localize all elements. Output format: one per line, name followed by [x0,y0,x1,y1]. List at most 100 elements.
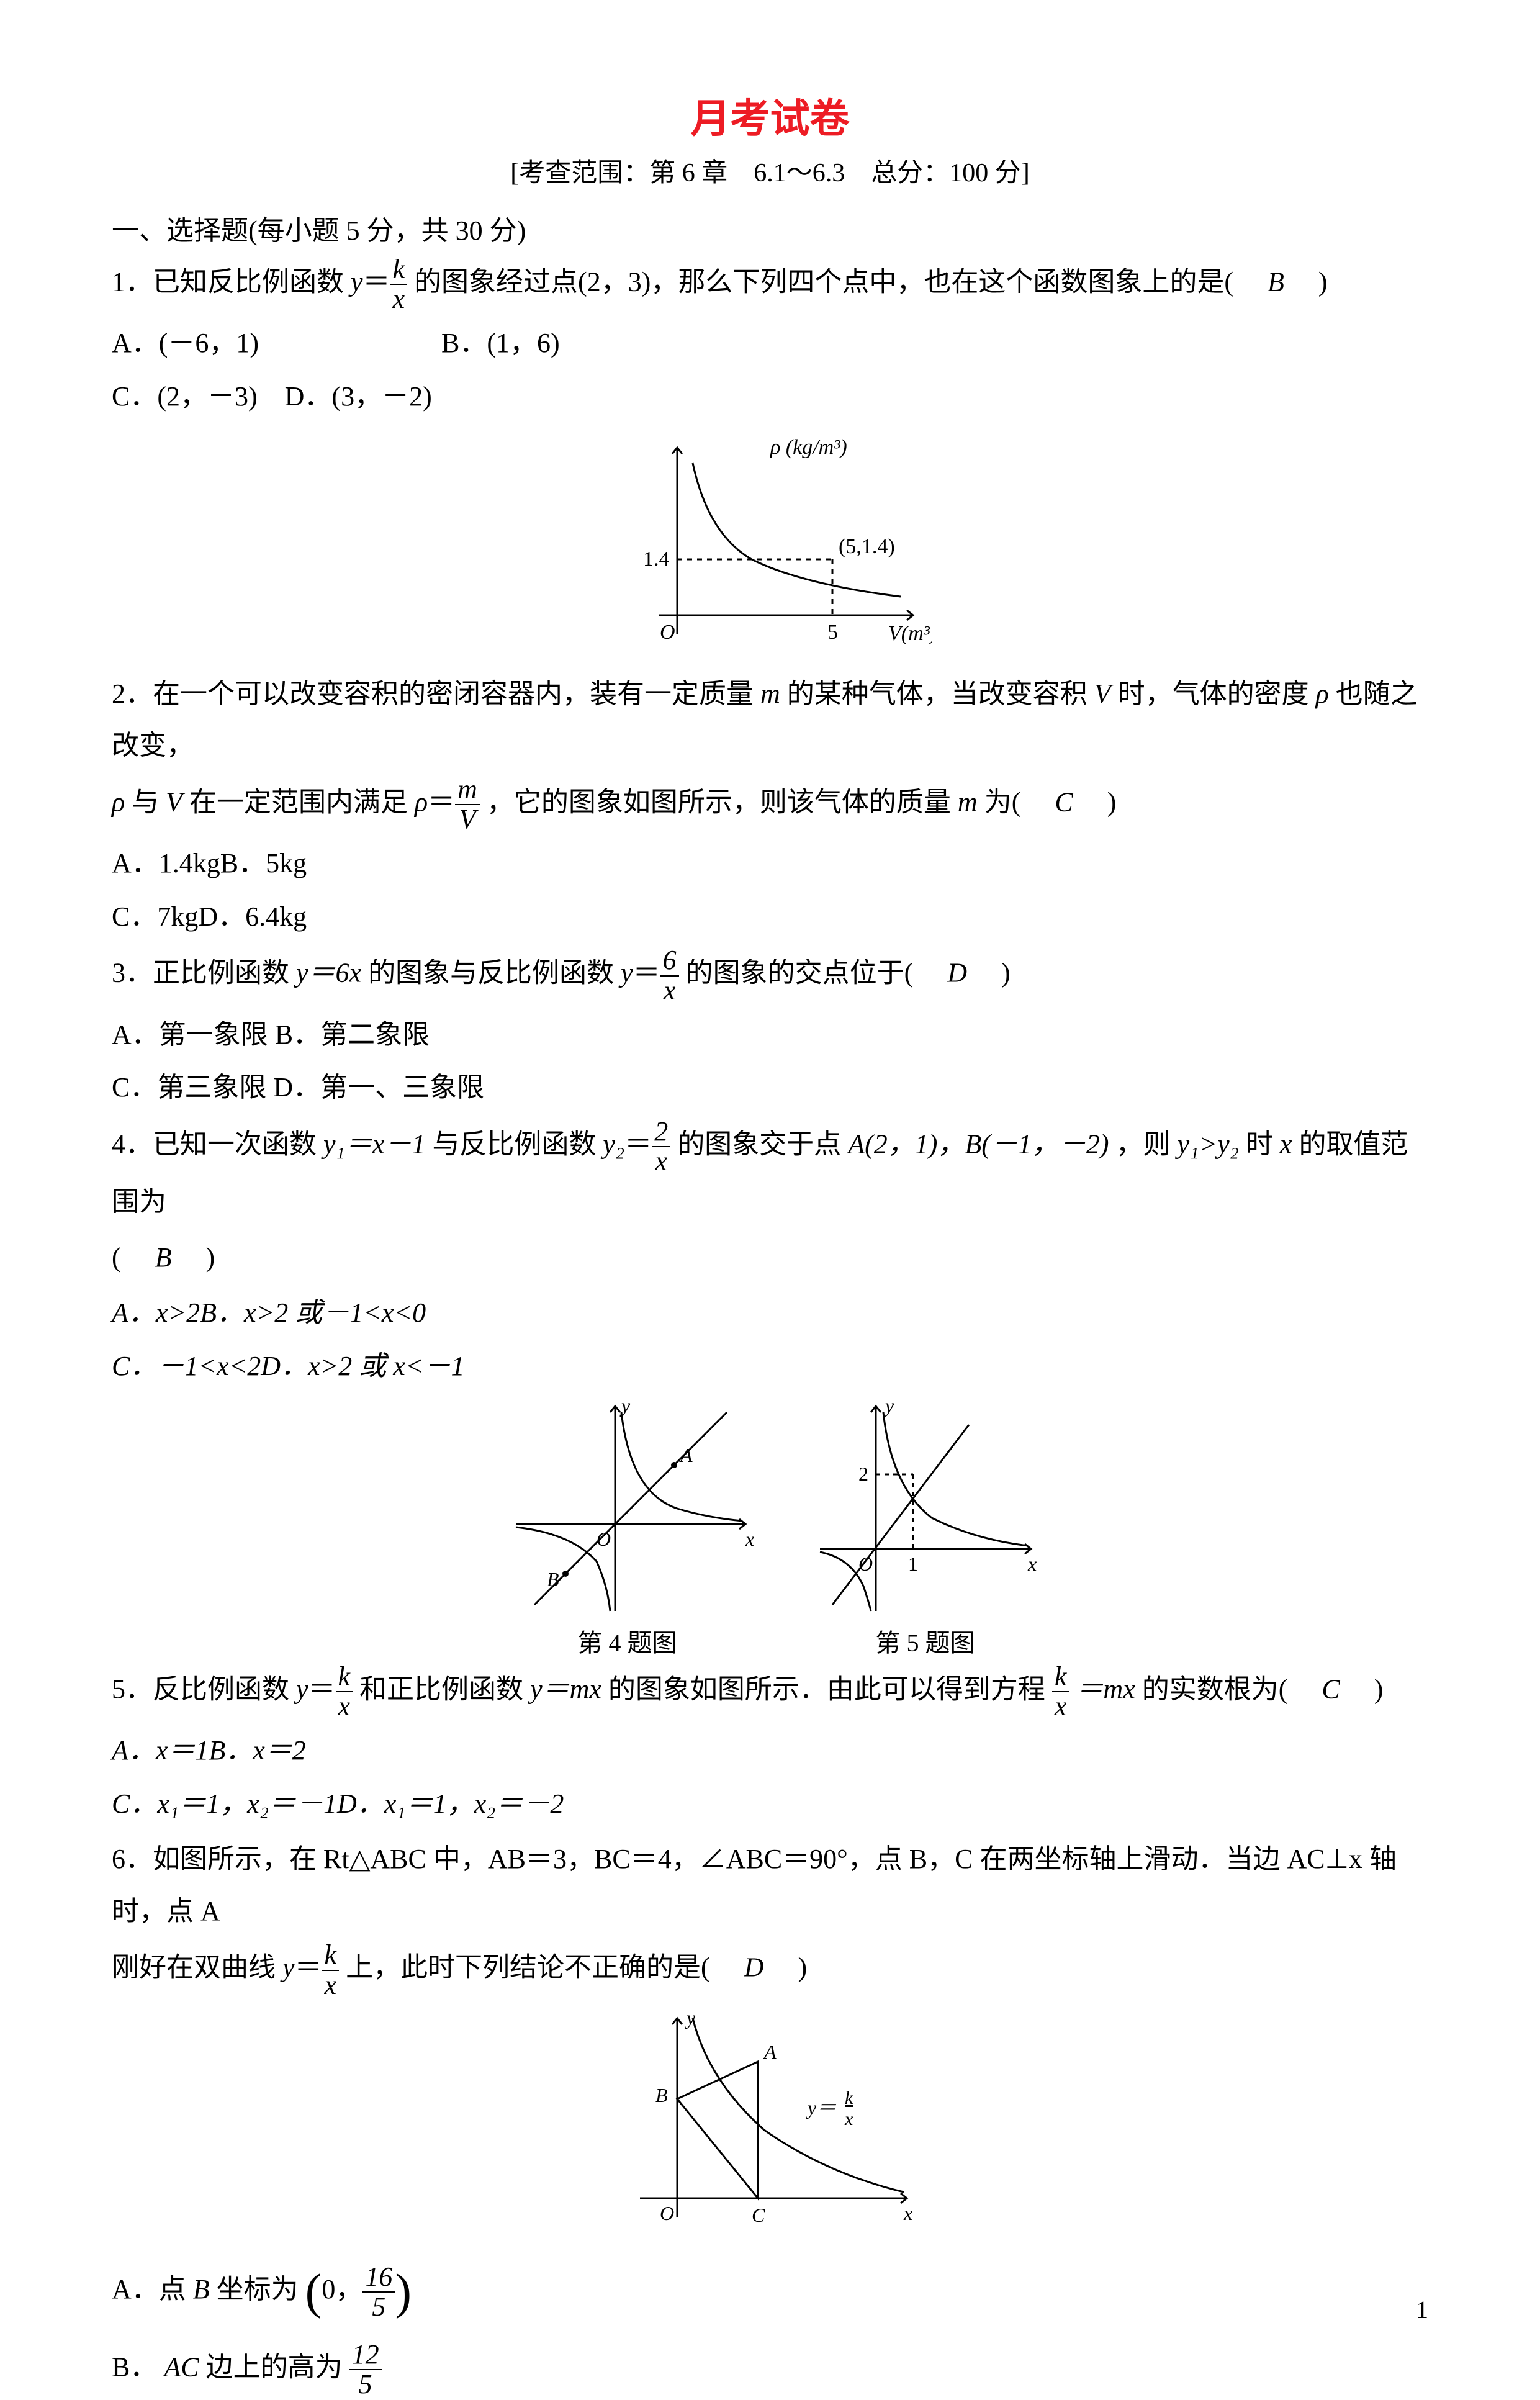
q2-l1c: 时，气体的密度 [1118,679,1316,709]
figure-q2-svg: ρ (kg/m³) V(m³) (5,1.4) 1.4 5 O [609,429,932,652]
q6-ob-a: B． [112,2352,157,2382]
q4-option-cd: C．－1<x<2D．x>2 或 x<－1 [112,1340,1428,1392]
q5-b: 和正比例函数 [359,1674,530,1704]
q6-option-a: A．点 B 坐标为 (0，165) [112,2245,1428,2339]
figure-4-wrap: A B O x y 第 4 题图 [497,1394,758,1659]
q4-y1: y₁＝x－1 [323,1129,425,1159]
q2-l2h: ) [1080,787,1117,817]
fig5-y: y [883,1394,894,1417]
fig1-point-label: (5,1.4) [839,535,895,558]
q6-oa-a: A．点 [112,2274,193,2304]
q2-l2e: ，它的图象如图所示，则该气体的质量 [487,787,958,817]
fig5-xtick: 1 [908,1553,918,1575]
fig5-O: O [858,1553,873,1575]
q6-ob-b: AC [164,2352,199,2382]
q6-line2: 刚好在双曲线 y＝kx 上，此时下列结论不正确的是( D ) [112,1941,1428,1999]
fig6-B: B [655,2084,668,2106]
q4-cond: y₁>y₂ [1178,1129,1239,1159]
q6-ob-n: 12 [349,2340,382,2370]
q6-oa-frac: 165 [362,2263,395,2321]
page-number: 1 [1416,2295,1428,2324]
q6-l2b: 上，此时下列结论不正确的是( [346,1952,737,1983]
fig4-A: A [679,1444,693,1466]
q6-oa-d: 5 [362,2293,395,2321]
q4-l2b: ) [179,1242,215,1273]
q6-option-b: B． AC 边上的高为 125 [112,2340,1428,2399]
q5-frac1: kx [336,1662,353,1721]
q1-text-b: 的图象经过点(2，3)，那么下列四个点中，也在这个函数图象上的是( [414,266,1261,297]
fig6-x: x [903,2202,912,2224]
q3-option-cd: C．第三象限 D．第一、三象限 [112,1062,1428,1114]
fig5-x: x [1027,1553,1037,1575]
fig6-A: A [763,2041,777,2063]
q2-line1: 2．在一个可以改变容积的密闭容器内，装有一定质量 m 的某种气体，当改变容积 V… [112,668,1428,772]
q2-frac-num: m [455,775,480,805]
q3-a: 3．正比例函数 [112,958,296,988]
q5-eq2: y＝mx [530,1674,601,1704]
q5-f1d: x [336,1692,353,1721]
fig4-y: y [619,1394,631,1417]
q5-f3d: x [1052,1692,1069,1721]
q6-l2c: ) [771,1952,808,1983]
page-subtitle: [考查范围：第 6 章 6.1～6.3 总分：100 分] [112,151,1428,189]
figure-4-svg: A B O x y [497,1394,758,1617]
q2-l2b: 与 [132,787,166,817]
q6-ob-c: 边上的高为 [206,2352,343,2382]
q5-stem: 5．反比例函数 y＝kx 和正比例函数 y＝mx 的图象如图所示．由此可以得到方… [112,1662,1428,1721]
q2-fraction: mV [455,775,480,834]
q5-e: ) [1347,1674,1384,1704]
q2-option-ab: A．1.4kgB．5kg [112,837,1428,890]
q3-frac-num: 6 [660,946,679,976]
fig6-y: y [685,2006,696,2029]
exam-page: 月考试卷 [考查范围：第 6 章 6.1～6.3 总分：100 分] 一、选择题… [0,0,1540,2399]
q6-oa-n: 16 [362,2263,395,2293]
q3-c: 的图象的交点位于( [686,958,941,988]
q1-frac-num: k [390,255,408,285]
q6-line1: 6．如图所示，在 Rt△ABC 中，AB＝3，BC＝4，∠ABC＝90°，点 B… [112,1833,1428,1937]
q3-fraction: 6x [660,946,679,1004]
q4-c: 的图象交于点 [677,1129,848,1159]
q3-stem: 3．正比例函数 y＝6x 的图象与反比例函数 y＝6x 的图象的交点位于( D … [112,946,1428,1004]
q5-option-ab: A．x＝1B．x＝2 [112,1725,1428,1777]
q1-answer: B [1268,266,1284,297]
q4-y2-lhs: y₂ [603,1129,624,1159]
q4-l2a: ( [112,1242,148,1273]
q2-rho1: ρ [1316,679,1329,709]
fig1-ytick: 1.4 [643,548,670,571]
q5-eq1-lhs: y [296,1674,308,1704]
q6-oa-c: 坐标为 [217,2274,299,2304]
q4-stem: 4．已知一次函数 y₁＝x－1 与反比例函数 y₂＝2x 的图象交于点 A(2，… [112,1117,1428,1228]
q4-a: 4．已知一次函数 [112,1129,323,1159]
q1-stem: 1．已知反比例函数 y＝kx 的图象经过点(2，3)，那么下列四个点中，也在这个… [112,255,1428,314]
q2-l2d: 在一定范围内满足 [189,787,415,817]
q5-eq3-rhs: ＝mx [1076,1674,1135,1704]
q6-l2a: 刚好在双曲线 [112,1952,282,1983]
q3-eq1: y＝6x [296,958,361,988]
q2-m1: m [760,679,780,709]
q4-option-ab: A．x>2B．x>2 或－1<x<0 [112,1287,1428,1339]
fig6-eq-num: k [845,2088,853,2108]
q1-option-row-1: A．(－6，1) B．(1，6) [112,317,1428,369]
q1-option-b: B．(1，6) [441,328,560,358]
fig4-B: B [547,1568,559,1590]
q2-l1a: 2．在一个可以改变容积的密闭容器内，装有一定质量 [112,679,760,709]
q2-rho2: ρ [112,787,125,817]
fig4-caption: 第 4 题图 [497,1623,758,1659]
q5-frac3: kx [1052,1662,1069,1721]
q2-m2: m [958,787,978,817]
q3-b: 的图象与反比例函数 [368,958,621,988]
fig1-xtick: 5 [827,621,838,644]
q6-fraction: kx [322,1941,340,1999]
q1-option-row-2: C．(2，－3) D．(3，－2) [112,371,1428,423]
fig1-xlabel: V(m³) [888,622,932,645]
fig6-eq-lhs: y＝ [806,2096,836,2119]
q2-line2: ρ 与 V 在一定范围内满足 ρ＝mV ，它的图象如图所示，则该气体的质量 m … [112,775,1428,834]
q5-f3n: k [1052,1662,1069,1692]
fig6-O: O [660,2202,674,2224]
q4-answer: B [155,1242,172,1273]
q6-fd: x [322,1971,340,2000]
q5-a: 5．反比例函数 [112,1674,296,1704]
page-title: 月考试卷 [112,87,1428,144]
figure-6-svg: O x y A B C y＝ k x [621,2006,919,2229]
q4-fraction: 2x [652,1117,670,1176]
